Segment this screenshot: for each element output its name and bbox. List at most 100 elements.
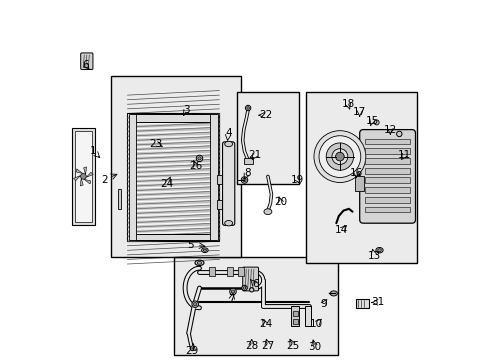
Text: 8: 8 — [244, 168, 250, 178]
Ellipse shape — [197, 261, 201, 264]
Bar — [365, 139, 409, 144]
Ellipse shape — [196, 155, 203, 162]
Circle shape — [313, 131, 365, 183]
Ellipse shape — [193, 302, 196, 306]
Circle shape — [325, 143, 353, 170]
Text: 13: 13 — [366, 251, 380, 261]
Text: 26: 26 — [189, 161, 202, 171]
Bar — [365, 168, 409, 174]
Text: 22: 22 — [259, 110, 272, 120]
Bar — [292, 311, 297, 316]
Text: 6: 6 — [251, 279, 258, 289]
Text: 31: 31 — [370, 297, 384, 307]
Bar — [244, 158, 252, 164]
Text: 11: 11 — [397, 150, 410, 160]
Text: 4: 4 — [224, 128, 231, 138]
Circle shape — [335, 152, 344, 161]
Bar — [238, 267, 244, 276]
Ellipse shape — [224, 220, 232, 226]
Ellipse shape — [192, 301, 198, 307]
Bar — [365, 197, 409, 203]
Text: 5: 5 — [187, 240, 193, 250]
Text: 9: 9 — [320, 299, 326, 309]
Text: 10: 10 — [309, 319, 323, 329]
Bar — [355, 299, 368, 308]
Ellipse shape — [224, 141, 232, 147]
Text: 21: 21 — [248, 150, 262, 160]
Text: 19: 19 — [290, 175, 304, 185]
Bar — [365, 148, 409, 154]
Polygon shape — [80, 179, 83, 186]
Bar — [305, 306, 311, 326]
Ellipse shape — [201, 248, 208, 253]
Text: 29: 29 — [185, 346, 199, 356]
Bar — [365, 177, 409, 183]
Text: 14: 14 — [334, 225, 347, 235]
Bar — [365, 187, 409, 193]
Bar — [237, 92, 298, 184]
Bar — [131, 114, 215, 122]
Text: 28: 28 — [244, 341, 258, 351]
Bar — [227, 267, 232, 276]
Ellipse shape — [241, 285, 247, 291]
Ellipse shape — [373, 120, 378, 125]
Text: 7: 7 — [228, 294, 235, 304]
Text: 17: 17 — [352, 107, 366, 117]
Bar — [174, 257, 337, 355]
FancyBboxPatch shape — [81, 53, 93, 69]
Ellipse shape — [377, 249, 381, 252]
Ellipse shape — [243, 287, 245, 289]
Ellipse shape — [264, 209, 271, 215]
Bar — [305, 92, 416, 263]
Polygon shape — [84, 179, 91, 184]
Bar — [291, 306, 299, 326]
Ellipse shape — [229, 288, 236, 295]
Text: 16: 16 — [349, 168, 362, 178]
Ellipse shape — [245, 105, 250, 111]
Bar — [217, 175, 224, 184]
FancyBboxPatch shape — [359, 130, 415, 223]
Bar — [365, 158, 409, 164]
Bar — [131, 234, 215, 240]
Ellipse shape — [198, 157, 201, 160]
Bar — [217, 200, 224, 209]
Bar — [127, 113, 219, 241]
Ellipse shape — [243, 178, 245, 181]
Ellipse shape — [375, 248, 382, 253]
Polygon shape — [73, 176, 81, 180]
Text: 1: 1 — [90, 146, 97, 156]
FancyBboxPatch shape — [242, 267, 258, 291]
Bar — [209, 267, 215, 276]
FancyBboxPatch shape — [222, 142, 234, 225]
Bar — [210, 114, 218, 240]
Text: 6: 6 — [82, 60, 88, 70]
Text: 23: 23 — [149, 139, 163, 149]
Bar — [111, 76, 241, 257]
Ellipse shape — [249, 288, 253, 292]
Ellipse shape — [246, 107, 249, 109]
Ellipse shape — [203, 249, 206, 251]
Polygon shape — [86, 172, 93, 177]
Bar — [292, 319, 297, 324]
Text: 24: 24 — [160, 179, 173, 189]
Text: 15: 15 — [365, 116, 378, 126]
Text: 2: 2 — [101, 175, 107, 185]
Polygon shape — [83, 167, 86, 174]
Ellipse shape — [329, 291, 337, 296]
Text: 12: 12 — [383, 125, 396, 135]
Ellipse shape — [241, 177, 247, 183]
Text: 25: 25 — [286, 341, 299, 351]
Ellipse shape — [231, 290, 234, 293]
Polygon shape — [76, 169, 82, 174]
Bar — [365, 207, 409, 212]
Text: 18: 18 — [341, 99, 354, 109]
Circle shape — [331, 149, 347, 165]
Circle shape — [318, 136, 360, 177]
Bar — [118, 189, 121, 209]
Text: 24: 24 — [258, 319, 271, 329]
Bar — [72, 128, 95, 225]
Bar — [128, 114, 136, 240]
Text: 30: 30 — [307, 342, 321, 352]
Bar — [355, 176, 364, 191]
Ellipse shape — [195, 260, 203, 266]
